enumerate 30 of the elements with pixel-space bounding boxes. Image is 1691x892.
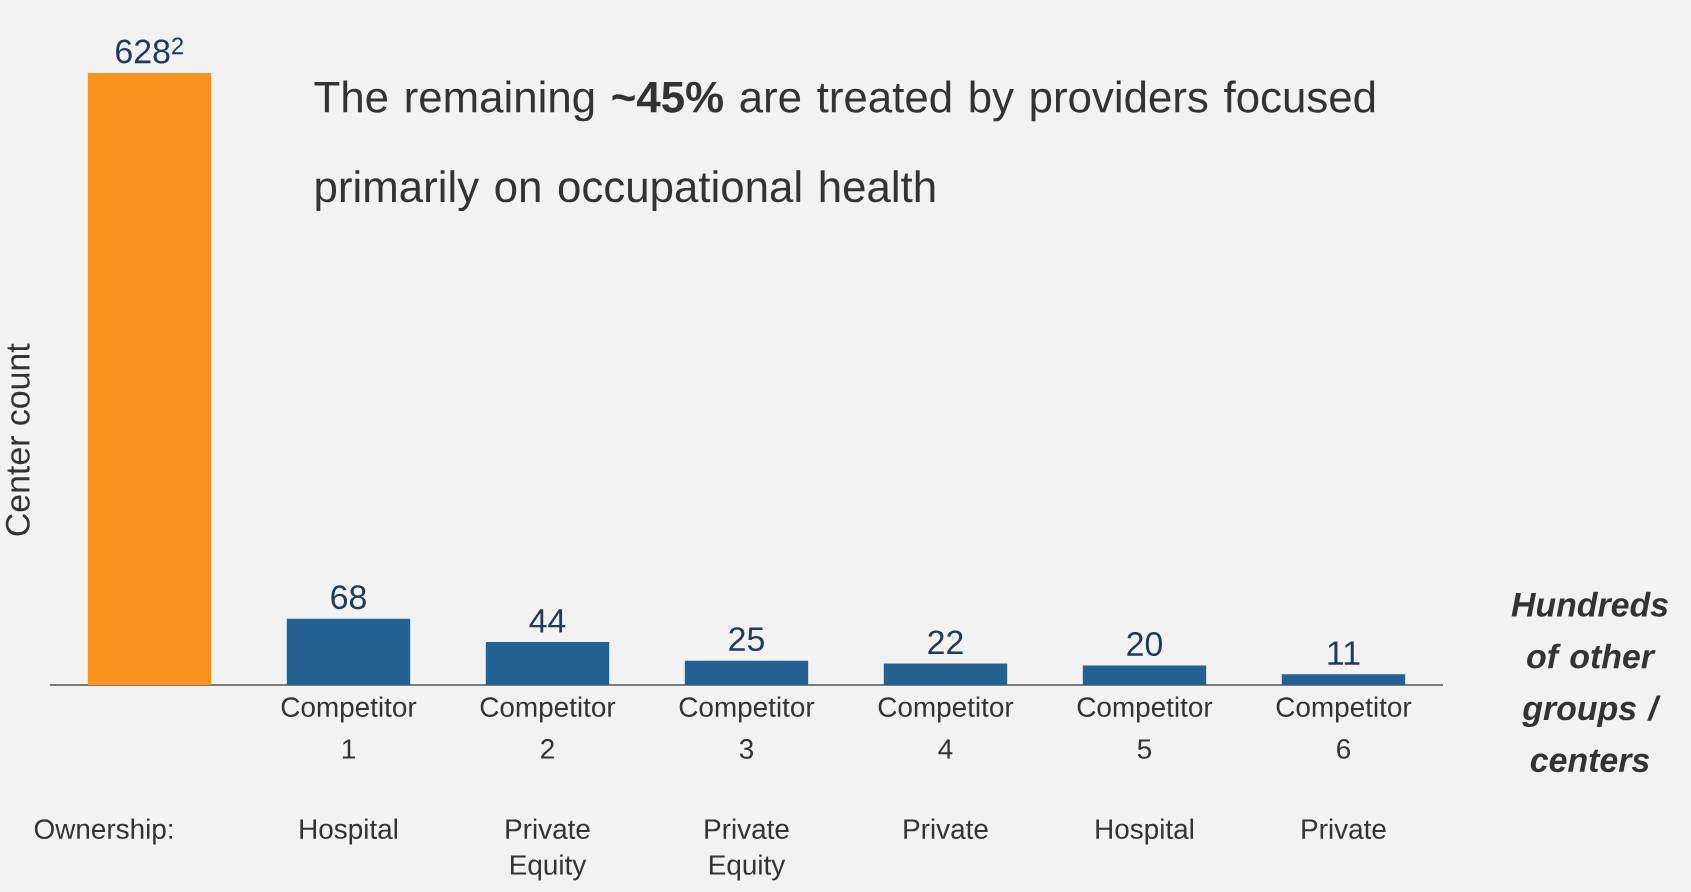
x-tick-label: Competitor 5 [1077, 696, 1213, 759]
x-tick-label: Competitor 3 [679, 696, 815, 759]
text: Ownership: [34, 818, 173, 845]
bar [286, 618, 411, 685]
text: Hospital [300, 818, 397, 845]
x-tick-label: Competitor 6 [1276, 696, 1412, 759]
bar [87, 72, 212, 685]
bar [883, 663, 1008, 685]
x-tick-label: Competitor 4 [878, 696, 1014, 759]
data-label: 628$^{2}$ [116, 37, 183, 64]
y-axis-title: Center count [5, 343, 30, 536]
x-tick-label: Competitor 1 [281, 696, 417, 759]
data-label: 68 [331, 585, 366, 610]
x-tick-label: Competitor 2 [480, 696, 616, 759]
data-label: 25 [729, 627, 764, 652]
text: Private [904, 818, 988, 839]
text: Private [1302, 818, 1386, 839]
data-label: 20 [1127, 632, 1162, 656]
annotation: The remaining ~45% are treated by providers focused primarily on occupational health [314, 80, 1375, 212]
bar [1281, 674, 1406, 685]
text: Private Equity [506, 818, 590, 881]
text: Hundreds of other groups / centers [1511, 591, 1668, 773]
bar [684, 660, 809, 685]
text: Hospital [1096, 818, 1193, 845]
data-label: 44 [529, 609, 566, 633]
bar [1082, 665, 1207, 685]
bar [485, 642, 610, 685]
data-label: 22 [928, 630, 963, 655]
data-label: 11 [1328, 641, 1360, 665]
text: Private Equity [705, 818, 789, 881]
